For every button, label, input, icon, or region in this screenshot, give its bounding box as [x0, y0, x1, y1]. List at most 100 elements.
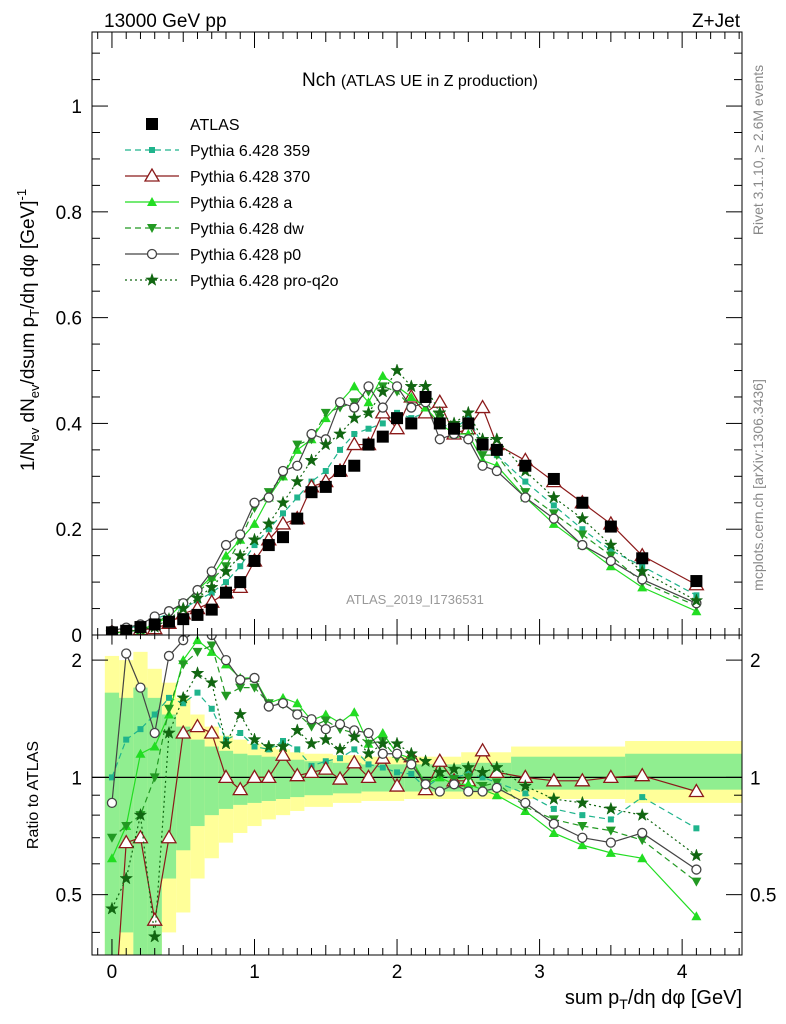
data-point — [237, 563, 244, 570]
data-point — [148, 618, 161, 631]
main-plot-area — [105, 363, 705, 635]
data-point — [134, 621, 147, 634]
data-point — [490, 443, 503, 456]
data-point — [607, 547, 614, 554]
x-tick-label: 2 — [392, 962, 403, 983]
ratio-point — [292, 698, 303, 708]
ratio-point — [377, 727, 388, 737]
data-point — [375, 384, 390, 398]
data-point — [219, 564, 233, 578]
ratio-y-tick-label-right: 1 — [750, 768, 761, 789]
data-point — [604, 520, 617, 533]
data-point — [390, 363, 404, 377]
ratio-point — [363, 727, 374, 739]
data-point — [548, 513, 559, 524]
ratio-point — [121, 648, 132, 659]
ratio-point — [192, 647, 203, 657]
data-point — [575, 511, 590, 525]
data-point — [334, 465, 347, 478]
ratio-point — [180, 700, 187, 707]
data-point — [190, 590, 205, 604]
data-point — [319, 480, 332, 493]
data-point — [637, 574, 648, 585]
legend-marker — [146, 248, 158, 260]
data-point — [249, 518, 260, 528]
ratio-point — [192, 635, 203, 645]
ratio-series-pythia-6-428-pro-q2o — [105, 666, 704, 943]
data-point — [365, 425, 372, 432]
data-point — [249, 497, 260, 508]
ratio-point — [420, 779, 431, 790]
ratio-point — [691, 911, 702, 921]
ratio-point — [320, 709, 331, 719]
data-point — [519, 459, 532, 472]
data-point — [247, 532, 262, 546]
data-point — [388, 420, 406, 435]
data-point — [292, 440, 303, 450]
ratio-point — [404, 746, 419, 760]
data-point — [205, 603, 218, 616]
legend-marker — [147, 197, 157, 206]
ratio-point — [577, 832, 588, 843]
ratio-point — [203, 724, 220, 739]
ratio-y-tick-label-right: 2 — [750, 651, 761, 672]
ratio-point — [448, 779, 460, 790]
y-tick-label: 0.6 — [56, 309, 82, 330]
data-point — [406, 391, 417, 401]
data-point — [477, 460, 488, 471]
ratio-point — [247, 732, 262, 746]
legend: ATLAS Pythia 6.428 359 Pythia 6.428 370 Pyt… — [125, 117, 339, 290]
ratio-point — [363, 739, 374, 749]
data-point — [520, 492, 531, 503]
ratio-point — [276, 739, 290, 753]
data-point — [220, 539, 232, 551]
ratio-point — [135, 682, 146, 693]
data-point — [448, 422, 461, 435]
data-point — [162, 615, 175, 628]
ratio-point — [691, 864, 702, 875]
band-inner-segment — [176, 726, 191, 851]
data-point — [550, 502, 557, 509]
ratio-point — [274, 746, 292, 761]
ratio-point — [146, 911, 163, 926]
data-point — [461, 405, 476, 419]
ratio-point — [637, 836, 648, 846]
ratio-point — [434, 786, 445, 797]
data-point — [334, 397, 346, 408]
ratio-point — [149, 727, 160, 739]
data-point — [306, 428, 317, 440]
ratio-point — [394, 769, 401, 776]
data-point — [489, 432, 504, 446]
ratio-point — [204, 675, 219, 689]
ratio-point — [108, 774, 115, 781]
data-point — [276, 495, 290, 509]
ratio-point — [123, 736, 130, 743]
ratio-point — [290, 723, 305, 737]
series-line — [111, 369, 697, 634]
data-point — [292, 460, 303, 471]
ratio-point — [349, 707, 360, 717]
ratio-uncertainty-bands — [92, 651, 742, 955]
ratio-line — [111, 635, 697, 871]
x-tick-label: 3 — [534, 962, 545, 983]
y-tick-label: 1 — [71, 97, 82, 118]
ratio-point — [377, 748, 388, 759]
ratio-point — [106, 797, 118, 809]
data-point — [379, 420, 386, 427]
rivet-label: Rivet 3.1.10, ≥ 2.6M events — [750, 65, 766, 235]
ratio-point — [347, 729, 362, 743]
ratio-point — [163, 704, 174, 714]
data-point — [419, 390, 432, 403]
ratio-point — [163, 709, 174, 719]
header-right: Z+Jet — [692, 11, 741, 32]
data-point — [603, 537, 618, 551]
ratio-point — [119, 871, 134, 885]
ratio-point — [574, 772, 591, 787]
data-point — [434, 434, 445, 445]
data-point — [333, 426, 347, 440]
data-point — [361, 405, 376, 419]
ratio-point — [232, 781, 249, 796]
legend-marker — [143, 167, 161, 182]
data-point — [377, 402, 388, 413]
ratio-point — [334, 718, 346, 730]
